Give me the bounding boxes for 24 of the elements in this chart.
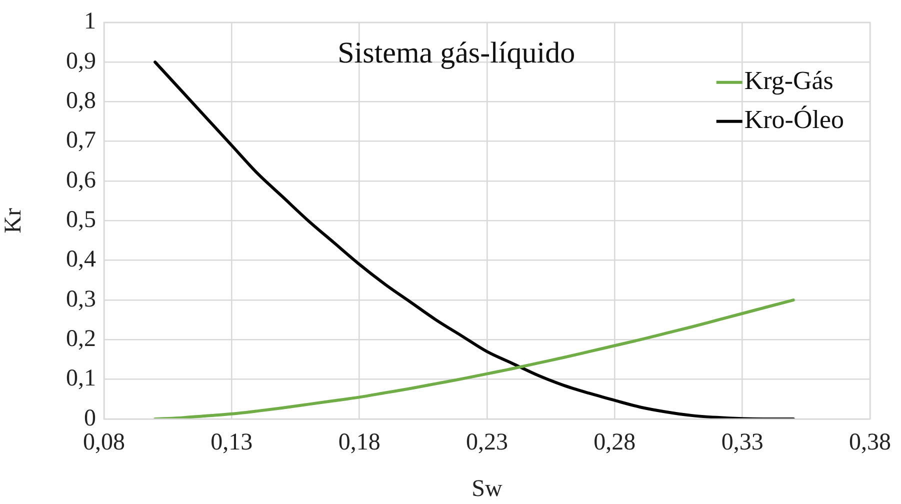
y-tick-label: 0,4 [66,246,96,273]
x-tick-label: 0,08 [83,430,125,456]
legend-label: Krg-Gás [744,66,834,96]
x-tick-label: 0,33 [721,430,764,456]
y-tick-label: 0,5 [66,206,96,233]
text: Sistema gás-líquido [338,36,576,70]
y-tick-label: 0,1 [66,366,96,392]
y-axis-title: Kr [0,208,27,234]
x-tick-label: 0,28 [594,430,636,456]
y-tick-label: 1 [84,8,96,35]
y-tick-label: 0,8 [66,88,96,114]
x-tick-label: 0,13 [210,430,253,456]
legend-label: Kro-Óleo [744,105,844,134]
x-axis-title: Sw [472,476,504,502]
y-tick-label: 0,9 [66,48,96,74]
x-tick-label: 0,23 [466,430,508,456]
x-tick-label: 0,18 [338,430,380,456]
x-tick-label: 0,38 [849,430,891,456]
y-tick-label: 0,7 [66,128,96,154]
y-tick-label: 0,6 [66,167,96,194]
y-tick-label: 0,2 [66,326,96,352]
line-series [154,298,795,419]
y-tick-label: 0 [84,405,96,432]
y-tick-label: 0,3 [66,286,96,312]
